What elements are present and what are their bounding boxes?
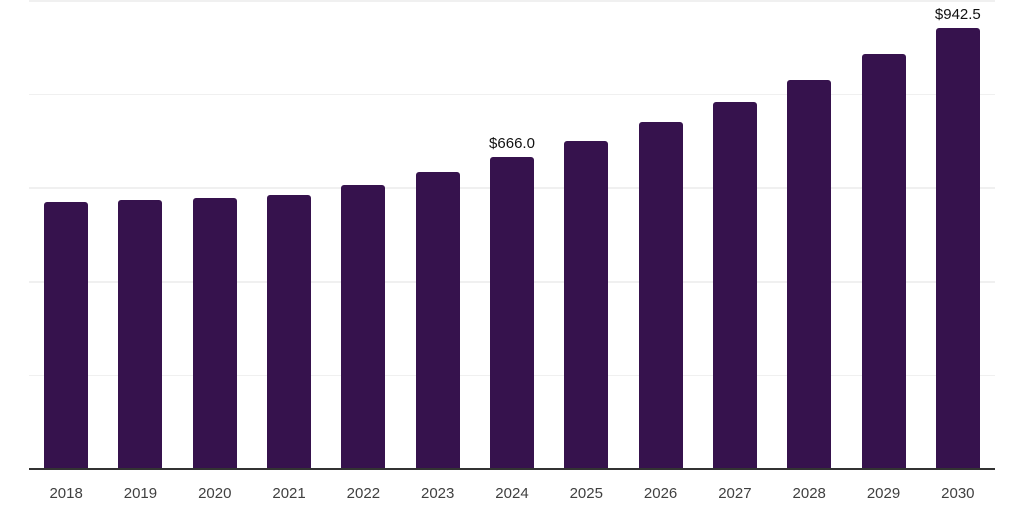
x-tick-label-2020: 2020: [198, 485, 232, 502]
x-tick-label-2018: 2018: [49, 485, 83, 502]
bar-2020: [192, 198, 237, 469]
bar-2029: [861, 54, 906, 469]
x-tick-label-2025: 2025: [569, 485, 603, 502]
x-tick-label-2030: 2030: [941, 485, 975, 502]
bar-2027: [712, 101, 757, 469]
x-tick-label-2029: 2029: [866, 485, 901, 502]
x-tick-label-2023: 2023: [420, 485, 455, 502]
bar-2023: [415, 172, 460, 469]
bar-2022: [341, 185, 386, 469]
bar-2021: [267, 194, 312, 469]
bar-2028: [787, 80, 832, 469]
x-tick-label-2022: 2022: [346, 485, 381, 502]
bar-value-label-2030: $942.5: [934, 5, 981, 23]
bar-2019: [118, 199, 163, 469]
x-tick-label-2024: 2024: [495, 485, 529, 502]
x-axis-line: [29, 468, 995, 470]
x-tick-label-2019: 2019: [123, 485, 158, 502]
gridline: [29, 0, 995, 2]
bar-2026: [638, 122, 683, 469]
x-tick-label-2027: 2027: [718, 485, 752, 502]
bar-2025: [564, 140, 609, 469]
x-tick-label-2028: 2028: [792, 485, 826, 502]
gridline: [29, 93, 995, 96]
x-tick-label-2021: 2021: [272, 485, 306, 502]
bar-value-label-2024: $666.0: [489, 135, 535, 153]
bar-2030: [935, 27, 980, 469]
x-tick-label-2026: 2026: [643, 485, 678, 502]
bar-2018: [44, 202, 89, 469]
bar-2024: [490, 157, 534, 469]
